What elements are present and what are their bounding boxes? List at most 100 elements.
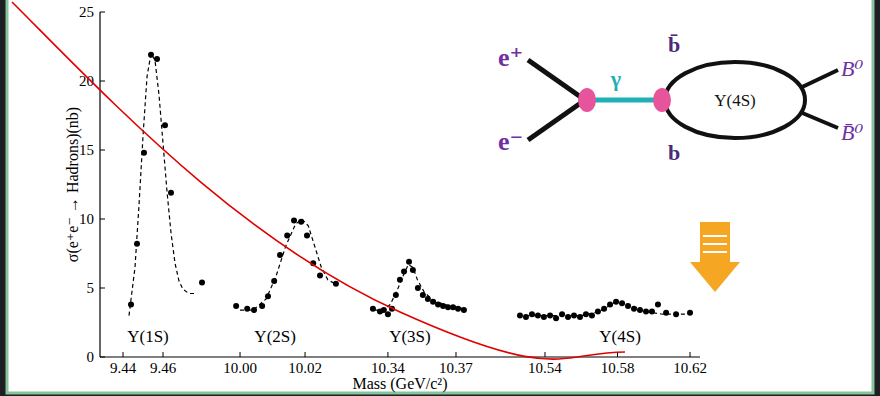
- particle-label: e⁻: [498, 127, 523, 156]
- x-tick-label: 10.02: [288, 360, 322, 376]
- particle-label: γ: [610, 66, 621, 91]
- data-point: [541, 314, 547, 320]
- fit-line: [240, 219, 338, 310]
- data-point: [277, 252, 283, 258]
- data-point: [649, 308, 655, 314]
- y-tick-label: 0: [87, 349, 95, 365]
- photon-line: [590, 98, 662, 103]
- particle-label: B⁰: [841, 56, 863, 81]
- data-point: [663, 310, 669, 316]
- arrow-head: [690, 262, 740, 292]
- particle-label: Υ(4S): [714, 91, 756, 110]
- peak-label: Υ(2S): [254, 327, 296, 346]
- data-point: [168, 190, 174, 196]
- y-tick: [100, 219, 105, 220]
- data-point: [333, 281, 339, 287]
- diagram: e⁺ e⁻ γ b̄ b Υ(4S) B⁰ B̄⁰: [498, 32, 863, 165]
- arrow-stripe: [703, 235, 727, 237]
- y-tick-label: 5: [87, 280, 95, 296]
- y-tick-label: 10: [79, 211, 94, 227]
- fit-line: [129, 53, 195, 315]
- data-point: [199, 279, 205, 285]
- particle-label: b̄: [668, 32, 680, 57]
- y-tick: [100, 12, 105, 13]
- marks: [517, 299, 693, 322]
- marks: [128, 52, 205, 316]
- subplot: 10.54 10.58 10.62 Υ(4S): [510, 299, 707, 376]
- particle-label: e⁺: [498, 43, 523, 72]
- y-axis-title: σ(e⁺e⁻ → Hadrons)(nb): [64, 107, 82, 262]
- data-point: [415, 285, 421, 291]
- data-point: [317, 273, 323, 279]
- x-axis: [510, 356, 700, 357]
- x-axis-title: Mass (GeV/c²): [353, 375, 448, 393]
- subplot: 10.00 10.02 Υ(2S): [215, 217, 360, 376]
- data-point: [523, 314, 529, 320]
- data-point: [128, 302, 134, 308]
- subplot: 10.3410.37Υ(3S): [360, 259, 510, 376]
- x-tick: [455, 352, 456, 357]
- data-point: [304, 233, 310, 239]
- y-tick-label: 25: [79, 4, 94, 20]
- data-point: [406, 259, 412, 265]
- data-point: [655, 302, 661, 308]
- x-tick-label: 10.34: [371, 360, 405, 376]
- x-tick: [690, 352, 691, 357]
- data-point: [619, 300, 625, 306]
- data-point: [284, 233, 290, 239]
- y-tick-label: 15: [79, 142, 94, 158]
- data-point: [291, 217, 297, 223]
- x-tick-label: 10.00: [223, 360, 257, 376]
- lepton-line: [528, 60, 585, 100]
- arrow-shaft: [700, 222, 730, 262]
- x-tick: [305, 352, 306, 357]
- x-axis: [215, 356, 360, 357]
- data-point: [553, 315, 559, 321]
- data-point: [370, 306, 376, 312]
- meson-line: [800, 70, 838, 88]
- peak-label: Υ(3S): [389, 327, 431, 346]
- x-tick: [240, 352, 241, 357]
- peak-label: Υ(1S): [127, 327, 169, 346]
- data-point: [565, 314, 571, 320]
- x-tick-label: 10.58: [601, 360, 635, 376]
- arrow: [690, 222, 740, 292]
- y-tick: [100, 357, 105, 358]
- data-point: [420, 292, 426, 298]
- x-tick-label: 10.62: [673, 360, 707, 376]
- vertex: [578, 88, 596, 112]
- marks: [233, 217, 339, 313]
- subplot: 9.449.460510152025Υ(1S): [79, 4, 215, 376]
- arrow-stripe: [703, 251, 727, 253]
- data-point: [687, 310, 693, 316]
- data-point: [233, 303, 239, 309]
- figure: 9.449.460510152025Υ(1S)σ(e⁺e⁻ → Hadrons)…: [0, 0, 880, 396]
- peak-label: Υ(4S): [599, 327, 641, 346]
- panel: [7, 0, 873, 393]
- x-tick: [544, 352, 545, 357]
- y-tick: [100, 81, 105, 82]
- data-point: [559, 311, 565, 317]
- fit-line: [518, 302, 690, 316]
- y-tick: [100, 150, 105, 151]
- arrow-stripe: [703, 243, 727, 245]
- lepton-line: [528, 100, 585, 140]
- trend-curve: [12, 2, 625, 359]
- particle-label: b: [668, 140, 680, 165]
- data-point: [162, 122, 168, 128]
- x-tick-label: 9.46: [150, 360, 177, 376]
- x-tick-label: 10.54: [528, 360, 562, 376]
- data-point: [613, 299, 619, 305]
- meson-line: [800, 112, 838, 128]
- data-point: [154, 56, 160, 62]
- x-axis: [100, 356, 215, 357]
- data-point: [244, 306, 250, 312]
- x-axis: [360, 356, 510, 357]
- vertex: [653, 88, 671, 112]
- data-point: [529, 311, 535, 317]
- marks: [370, 259, 467, 317]
- data-point: [385, 311, 391, 317]
- y-axis: [99, 12, 100, 357]
- fit-line: [374, 265, 465, 311]
- particle-label: B̄⁰: [841, 120, 863, 145]
